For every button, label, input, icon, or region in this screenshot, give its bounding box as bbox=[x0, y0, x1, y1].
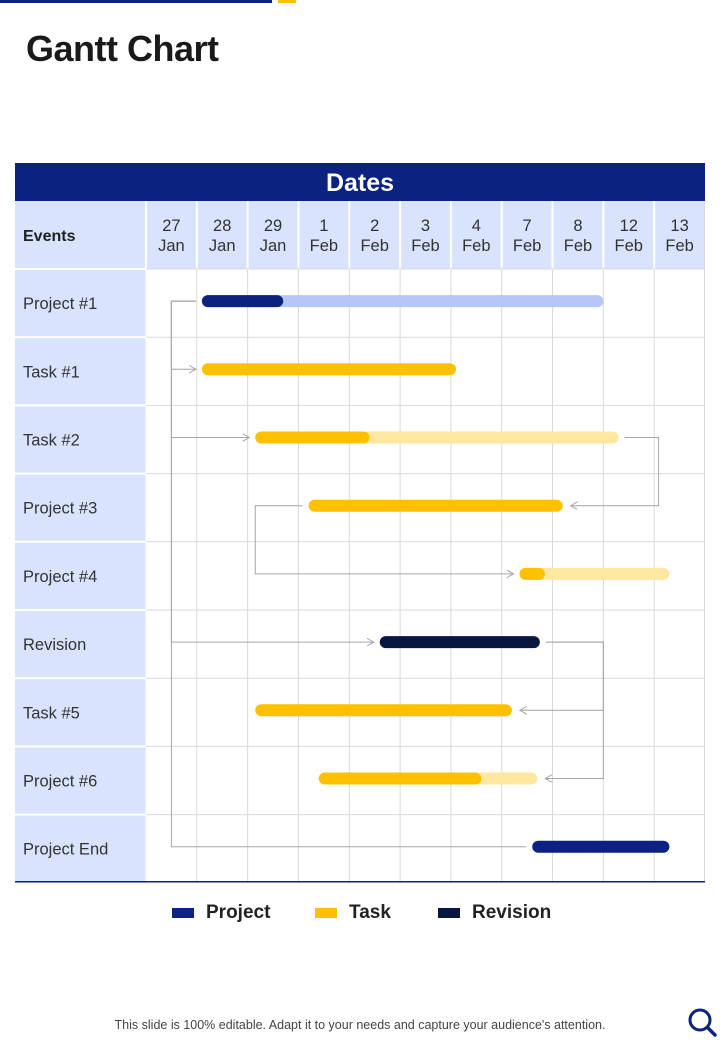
legend-item-task: Task bbox=[315, 900, 391, 926]
gantt-bar bbox=[532, 840, 670, 853]
event-label: Project #4 bbox=[23, 568, 97, 586]
gantt-bar-progress bbox=[318, 772, 482, 785]
date-day-label: 7 bbox=[523, 217, 532, 235]
gantt-bar-progress bbox=[201, 295, 284, 308]
legend-swatch-project bbox=[172, 908, 194, 918]
legend-item-project: Project bbox=[172, 900, 270, 926]
event-label: Task #1 bbox=[23, 363, 80, 381]
top-accent-mark bbox=[278, 0, 296, 3]
date-month-label: Feb bbox=[411, 237, 439, 255]
date-day-label: 12 bbox=[620, 217, 638, 235]
event-label: Project #6 bbox=[23, 773, 97, 791]
search-icon[interactable] bbox=[686, 1006, 718, 1038]
chart-title-band bbox=[15, 163, 705, 201]
event-label: Project #1 bbox=[23, 295, 97, 313]
date-day-label: 13 bbox=[670, 217, 688, 235]
date-day-label: 1 bbox=[319, 217, 328, 235]
event-label: Task #5 bbox=[23, 704, 80, 722]
date-month-label: Feb bbox=[360, 237, 388, 255]
date-month-label: Feb bbox=[310, 237, 338, 255]
legend-swatch-task bbox=[315, 908, 337, 918]
date-month-label: Jan bbox=[209, 237, 236, 255]
gantt-bar-progress bbox=[519, 567, 545, 580]
dependency-connector bbox=[545, 641, 604, 778]
date-day-label: 8 bbox=[573, 217, 582, 235]
dependency-connector bbox=[170, 300, 527, 848]
date-month-label: Jan bbox=[260, 237, 287, 255]
event-label: Project End bbox=[23, 841, 108, 859]
gantt-svg: Dates Events 27 Jan 28 Jan 29 Jan 1 Feb 2 Feb 3 Feb 4 F… bbox=[15, 163, 705, 883]
date-month-label: Feb bbox=[665, 237, 693, 255]
top-accent-bar bbox=[0, 0, 272, 3]
events-header: Events bbox=[23, 228, 76, 245]
date-month-label: Feb bbox=[513, 237, 541, 255]
legend-item-revision: Revision bbox=[438, 900, 551, 926]
date-day-label: 29 bbox=[264, 217, 282, 235]
date-month-label: Jan bbox=[158, 237, 185, 255]
page-title: Gantt Chart bbox=[26, 28, 219, 69]
date-month-label: Feb bbox=[615, 237, 643, 255]
gantt-bar bbox=[308, 499, 563, 512]
legend-label-revision: Revision bbox=[472, 902, 552, 923]
date-day-label: 27 bbox=[162, 217, 180, 235]
gantt-bar bbox=[255, 704, 512, 717]
footer-note: This slide is 100% editable. Adapt it to… bbox=[114, 1018, 606, 1032]
date-day-label: 28 bbox=[213, 217, 231, 235]
legend-label-project: Project bbox=[206, 902, 271, 923]
gantt-bar bbox=[379, 636, 540, 649]
gantt-bar bbox=[201, 363, 456, 376]
event-label: Task #2 bbox=[23, 432, 80, 450]
event-label: Project #3 bbox=[23, 500, 97, 518]
legend-label-task: Task bbox=[349, 902, 391, 923]
dependency-connector bbox=[571, 437, 660, 506]
gantt-bar-remaining bbox=[519, 567, 670, 580]
gantt-chart: Dates Events 27 Jan 28 Jan 29 Jan 1 Feb 2 Feb 3 Feb 4 F… bbox=[15, 163, 705, 886]
date-month-label: Feb bbox=[462, 237, 490, 255]
chart-title: Dates bbox=[326, 169, 394, 197]
event-label: Revision bbox=[23, 636, 86, 654]
date-month-label: Feb bbox=[564, 237, 592, 255]
date-day-label: 2 bbox=[370, 217, 379, 235]
legend-swatch-revision bbox=[438, 908, 460, 918]
dependency-connector bbox=[254, 505, 513, 574]
legend: Project Task Revision bbox=[0, 900, 720, 926]
date-day-label: 3 bbox=[421, 217, 430, 235]
gantt-bar-progress bbox=[255, 431, 370, 444]
date-day-label: 4 bbox=[472, 217, 481, 235]
gantt-bar-remaining bbox=[201, 295, 604, 308]
